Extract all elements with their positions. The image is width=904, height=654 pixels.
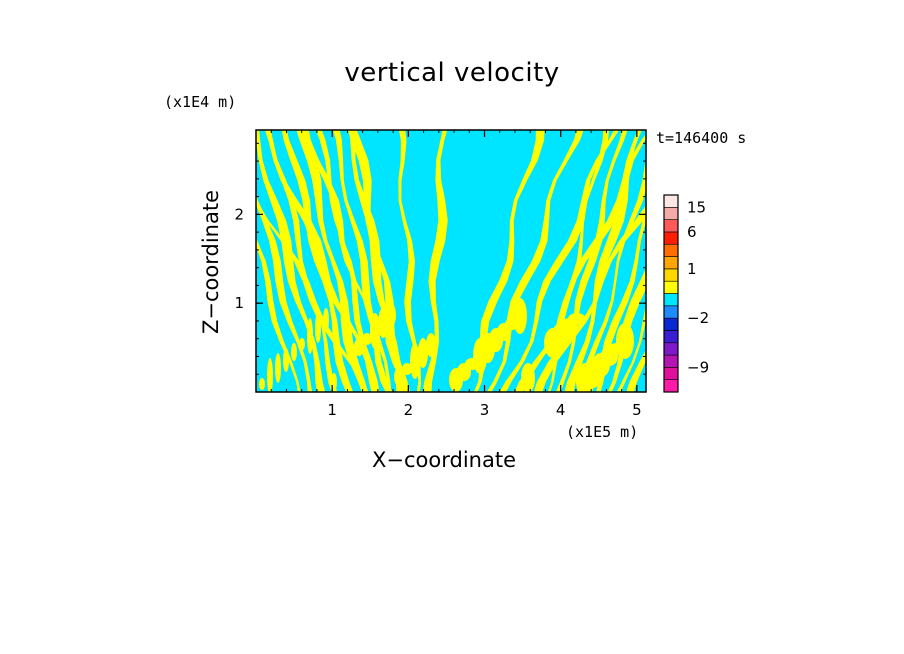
field-blob	[323, 308, 329, 332]
field-band	[422, 130, 448, 392]
field-blob	[386, 303, 396, 327]
field-band	[332, 130, 392, 392]
colorbar-segment	[663, 305, 679, 319]
colorbar-segment	[663, 231, 679, 245]
x-tick-label: 3	[480, 401, 490, 419]
colorbar-tick-label: 15	[687, 198, 706, 216]
field-band	[264, 130, 379, 392]
colorbar-tick-label: 1	[687, 260, 697, 278]
field-blob	[378, 308, 388, 338]
x-axis-label: X−coordinate	[372, 448, 516, 472]
field-blob	[283, 348, 289, 372]
chart-title: vertical velocity	[344, 58, 560, 88]
x-tick-label: 4	[556, 401, 566, 419]
colorbar-segment	[663, 207, 679, 220]
field-blob	[307, 318, 313, 354]
field-band	[305, 130, 393, 392]
plot-frame	[255, 129, 647, 393]
colorbar-segment	[663, 280, 679, 294]
field-blob	[521, 363, 535, 392]
field-blob	[568, 313, 586, 325]
colorbar-segment	[663, 243, 679, 257]
field-band	[256, 237, 301, 392]
field-blob	[513, 298, 527, 334]
field-band	[564, 130, 642, 392]
colorbar-segment	[663, 367, 679, 380]
colorbar-frame	[663, 194, 679, 393]
colorbar: 15 6 1 −2 −9	[663, 194, 709, 393]
field-blob	[291, 343, 297, 361]
colorbar-segment	[663, 330, 679, 344]
colorbar-segment	[663, 354, 679, 368]
x-tick-label: 5	[632, 401, 642, 419]
field-blob	[275, 353, 281, 383]
field-blob	[370, 313, 380, 349]
velocity-field	[256, 130, 646, 392]
field-blob	[616, 323, 634, 359]
colorbar-segment	[663, 293, 679, 307]
field-blob	[418, 338, 428, 368]
x-tick-label: 2	[404, 401, 414, 419]
x-axis-unit-label: (x1E5 m)	[566, 423, 639, 441]
y-tick-label: 1	[234, 294, 244, 312]
colorbar-segment	[663, 317, 679, 331]
field-band	[473, 130, 545, 392]
y-tick-label: 2	[234, 205, 244, 223]
colorbar-segment	[663, 268, 679, 282]
colorbar-segment	[663, 219, 679, 233]
field-band	[398, 130, 422, 392]
colorbar-tick-label: 6	[687, 223, 697, 241]
y-axis-ticks: 12	[234, 142, 646, 375]
field-blob	[394, 368, 404, 386]
time-label: t=146400 s	[656, 129, 747, 147]
field-band	[256, 198, 369, 392]
field-blob	[299, 338, 305, 350]
field-blob	[426, 333, 436, 357]
field-blob	[315, 313, 321, 343]
colorbar-segment	[663, 256, 679, 270]
field-blob	[259, 378, 265, 390]
field-blob	[362, 333, 372, 345]
field-blob	[267, 358, 273, 392]
field-band	[256, 193, 313, 392]
field-band	[347, 130, 411, 392]
colorbar-segment	[663, 379, 679, 393]
colorbar-segment	[663, 194, 679, 208]
colorbar-tick-label: −9	[687, 358, 709, 376]
colorbar-tick-label: −2	[687, 309, 709, 327]
y-axis-unit-label: (x1E4 m)	[164, 93, 237, 111]
field-blob	[402, 363, 412, 375]
colorbar-segment	[663, 342, 679, 356]
field-band	[499, 130, 619, 392]
field-blob	[354, 338, 364, 356]
field-band	[547, 130, 610, 392]
field-blob	[410, 343, 420, 379]
x-tick-label: 1	[327, 401, 337, 419]
x-axis-ticks: 1 2 3 4 5	[270, 130, 642, 419]
field-band	[626, 349, 646, 392]
